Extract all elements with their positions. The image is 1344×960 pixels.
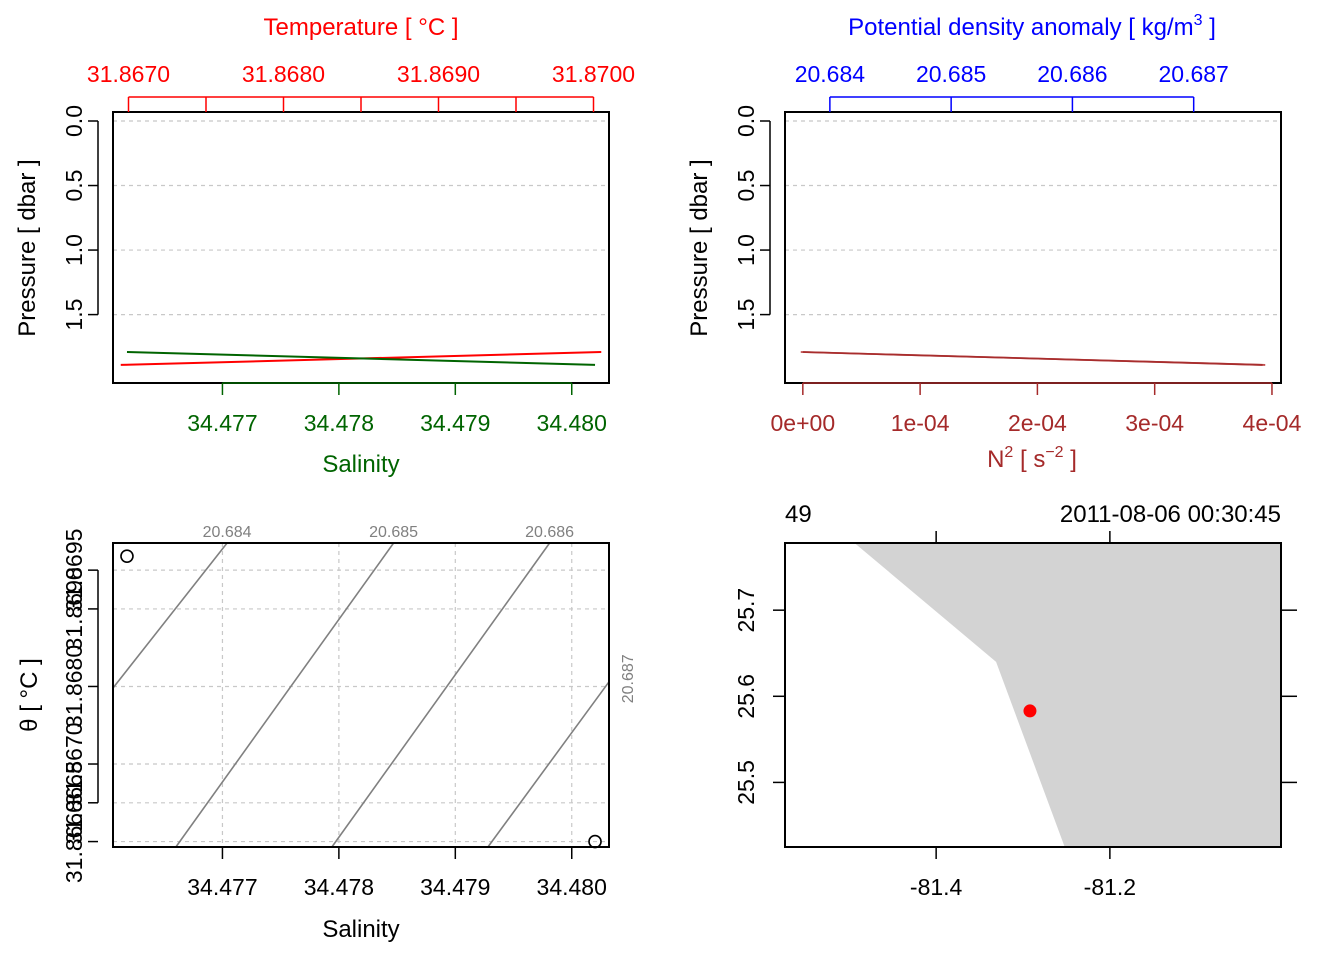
- n2-axis-title-close: ]: [1064, 446, 1077, 473]
- temperature-axis-tick-label: 31.8670: [87, 61, 170, 87]
- salinity-axis-tick-label: 34.478: [304, 874, 374, 900]
- salinity-axis-title: Salinity: [322, 451, 399, 478]
- temperature-axis-tick-label: 31.8700: [552, 61, 635, 87]
- density-contour-label: 20.684: [203, 524, 252, 541]
- density-axis-tick-label: 20.687: [1159, 61, 1229, 87]
- plot-frame: [112, 111, 610, 384]
- station-id-label: 49: [785, 501, 812, 528]
- pressure-axis-tick-label: 0.5: [733, 170, 759, 202]
- n2-axis: 0e+00 1e-04 2e-04 3e-04 4e-04: [771, 382, 1302, 436]
- station-dot: [1023, 704, 1037, 718]
- density-axis-title: Potential density anomaly [ kg/m3 ]: [848, 12, 1216, 41]
- plot-frame: [784, 111, 1282, 384]
- pressure-gridlines: [113, 120, 609, 316]
- pressure-axis-title: Pressure [ dbar ]: [14, 159, 41, 336]
- theta-axis-tick-label: 31.8690: [61, 567, 87, 650]
- ts-gridlines: [113, 543, 609, 847]
- salinity-profile-line: [126, 351, 596, 366]
- salinity-axis-tick-label: 34.478: [304, 410, 374, 436]
- salinity-axis-tick-label: 34.477: [187, 874, 257, 900]
- pressure-gridlines: [785, 120, 1281, 316]
- temperature-axis-title: Temperature [ °C ]: [264, 14, 459, 41]
- density-contour-line: [331, 542, 551, 848]
- salinity-axis-tick-label: 34.480: [537, 874, 607, 900]
- density-axis-title-exponent: 3: [1194, 12, 1203, 29]
- temperature-axis-tick-label: 31.8680: [242, 61, 325, 87]
- panel-ts-profile: 31.8670 31.8680 31.8690 31.8700 34.477 34.47…: [14, 14, 635, 478]
- density-axis-title-main: Potential density anomaly [ kg/m: [848, 14, 1194, 41]
- temperature-axis: 31.8670 31.8680 31.8690 31.8700: [87, 61, 635, 112]
- longitude-axis-top-ticks: [935, 531, 1111, 543]
- latitude-axis-right-ticks: [1281, 609, 1297, 784]
- temperature-axis-tick-label: 31.8690: [397, 61, 480, 87]
- longitude-axis: -81.4 -81.2: [910, 847, 1136, 900]
- n2-axis-title: N2 [ s−2 ]: [987, 444, 1077, 473]
- salinity-axis-title: Salinity: [322, 916, 399, 943]
- profile-lines: [120, 351, 602, 366]
- density-contour-line: [112, 542, 228, 689]
- n2-axis-tick-label: 3e-04: [1125, 410, 1184, 436]
- n2-axis-title-n: N: [987, 446, 1004, 473]
- n2-axis-tick-label: 1e-04: [891, 410, 950, 436]
- profile-lines: [800, 351, 1266, 366]
- station-time-label: 2011-08-06 00:30:45: [1060, 501, 1281, 528]
- map-frame: [784, 542, 1282, 848]
- panel-station-map: -81.4 -81.2 25.5 25.6 25.7 49 2011-08-06 00…: [733, 501, 1297, 900]
- density-axis-title-close: ]: [1203, 14, 1216, 41]
- N2-profile-line: [802, 351, 1263, 366]
- salinity-axis-tick-label: 34.479: [420, 410, 490, 436]
- n2-axis-title-unit-exponent: −2: [1045, 444, 1063, 461]
- density-contour-label: 20.686: [525, 524, 574, 541]
- pressure-axis: 0.0 0.5 1.0 1.5: [61, 105, 99, 331]
- theta-axis-tick-label: 31.8660: [61, 800, 87, 883]
- n2-axis-tick-label: 4e-04: [1243, 410, 1302, 436]
- latitude-axis-tick-label: 25.5: [733, 760, 759, 805]
- density-contour-label: 20.687: [620, 654, 637, 703]
- theta-axis-tick-label: 31.8695: [61, 529, 87, 612]
- theta-axis-tick-label: 31.8665: [61, 761, 87, 844]
- n2-axis-tick-label: 2e-04: [1008, 410, 1067, 436]
- pressure-axis-tick-label: 0.0: [733, 105, 759, 137]
- density-contours: 20.684 20.685 20.686 20.687: [112, 524, 637, 848]
- n2-axis-tick-label: 0e+00: [771, 410, 836, 436]
- pressure-axis-title: Pressure [ dbar ]: [686, 159, 713, 336]
- density-contour-label: 20.685: [369, 524, 418, 541]
- density-axis-tick-label: 20.685: [916, 61, 986, 87]
- pressure-axis-tick-label: 1.0: [733, 234, 759, 266]
- pressure-axis-tick-label: 0.5: [61, 170, 87, 202]
- density-axis-tick-label: 20.686: [1037, 61, 1107, 87]
- theta-axis-tick-label: 31.8670: [61, 722, 87, 805]
- density-axis: 20.684 20.685 20.686 20.687: [795, 61, 1229, 112]
- longitude-axis-tick-label: -81.4: [910, 874, 963, 900]
- land-polygon: [854, 543, 1281, 847]
- station-marker: [1023, 704, 1037, 718]
- latitude-axis: 25.5 25.6 25.7: [733, 588, 785, 805]
- density-axis-tick-label: 20.684: [795, 61, 866, 87]
- panel-density-n2-profile: 20.684 20.685 20.686 20.687 0e+00 1e-04 2e-04…: [686, 12, 1302, 473]
- salinity-axis: 34.477 34.478 34.479 34.480: [187, 846, 607, 900]
- density-contour-line: [175, 542, 395, 848]
- pressure-axis: 0.0 0.5 1.0 1.5: [733, 105, 771, 331]
- longitude-axis-tick-label: -81.2: [1084, 874, 1136, 900]
- pressure-axis-tick-label: 1.5: [733, 299, 759, 331]
- ts-point: [120, 549, 134, 563]
- latitude-axis-tick-label: 25.6: [733, 674, 759, 719]
- salinity-axis-tick-label: 34.480: [537, 410, 607, 436]
- salinity-axis-tick-label: 34.479: [420, 874, 490, 900]
- pressure-axis-tick-label: 1.0: [61, 234, 87, 266]
- n2-axis-title-exponent: 2: [1004, 444, 1013, 461]
- n2-axis-title-unit: [ s: [1013, 446, 1045, 473]
- salinity-axis-tick-label: 34.477: [187, 410, 257, 436]
- density-contour-line: [487, 681, 610, 848]
- pressure-axis-tick-label: 1.5: [61, 299, 87, 331]
- salinity-axis: 34.477 34.478 34.479 34.480: [187, 382, 607, 436]
- theta-axis-tick-label: 31.8680: [61, 645, 87, 728]
- coastline-land: [854, 543, 1281, 847]
- theta-axis-title: θ [ °C ]: [16, 658, 43, 732]
- latitude-axis-tick-label: 25.7: [733, 588, 759, 633]
- pressure-axis-tick-label: 0.0: [61, 105, 87, 137]
